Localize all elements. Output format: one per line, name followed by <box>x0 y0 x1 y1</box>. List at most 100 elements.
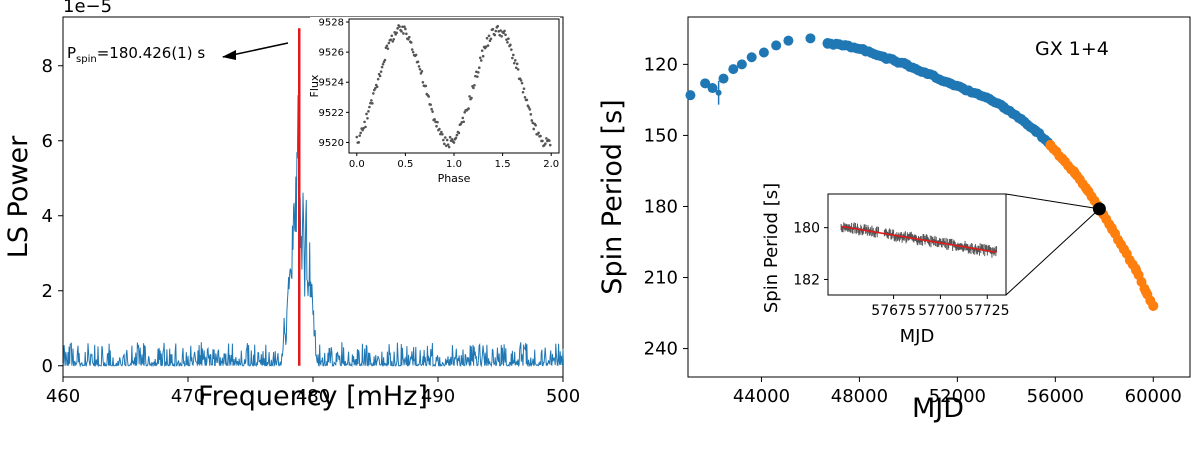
phase-point <box>414 53 418 57</box>
phase-point <box>462 120 466 124</box>
phase-point <box>476 75 479 78</box>
right-x-tick-label: 56000 <box>1027 386 1084 407</box>
phase-point <box>450 137 454 141</box>
phase-point <box>404 27 407 31</box>
phase-point <box>378 74 382 78</box>
phase-point <box>436 120 439 124</box>
phase-point <box>434 120 437 124</box>
ls-power-line <box>62 95 564 368</box>
phase-point <box>455 133 459 137</box>
spin-period-point <box>771 40 782 51</box>
phase-point <box>479 59 483 62</box>
phase-point <box>520 81 524 85</box>
phase-point <box>544 142 547 145</box>
phase-point <box>365 112 368 116</box>
phase-point <box>512 61 516 65</box>
phase-inset-points <box>355 24 552 149</box>
phase-point <box>402 32 405 35</box>
spin-period-point <box>685 90 696 101</box>
phase-x-tick-label: 0.0 <box>349 159 365 170</box>
phase-x-tick-label: 1.0 <box>446 159 462 170</box>
phase-point <box>528 108 532 111</box>
left-x-ticks: 460 470 480 490 500 <box>46 377 580 407</box>
right-x-tick-label: 52000 <box>929 386 986 407</box>
left-offset-text: 1e−5 <box>63 0 112 17</box>
phase-point <box>470 96 473 100</box>
phase-point <box>486 44 490 47</box>
right-y-tick-label: 120 <box>644 54 678 75</box>
phase-point <box>380 65 384 69</box>
phase-point <box>405 32 408 36</box>
mjd-inset-x-tick-label: 57725 <box>965 303 1010 319</box>
left-x-tick-label: 460 <box>46 386 80 407</box>
left-y-label: LS Power <box>3 135 34 258</box>
phase-point <box>381 63 385 66</box>
mjd-inset-background <box>750 170 1006 340</box>
phase-point <box>446 143 450 146</box>
spin-period-point <box>700 78 711 89</box>
phase-point <box>512 53 515 57</box>
spin-period-point <box>718 73 729 84</box>
phase-point <box>387 41 391 45</box>
phase-point <box>545 137 548 140</box>
phase-point <box>534 123 537 127</box>
phase-point <box>513 59 517 62</box>
phase-point <box>463 110 466 114</box>
phase-point <box>532 127 536 131</box>
spin-period-point <box>736 59 747 70</box>
phase-point <box>427 95 431 98</box>
right-x-tick-label: 44000 <box>733 386 790 407</box>
mjd-inset-frame <box>827 193 1007 296</box>
phase-inset-y-label: Flux <box>308 74 321 97</box>
spin-period-point <box>1148 300 1159 311</box>
phase-fold-inset: 0.0 0.5 1.0 1.5 2.0 9520 9522 9524 9526 9528 Pha… <box>308 17 560 195</box>
phase-y-tick-label: 9520 <box>319 138 344 149</box>
phase-point <box>522 87 526 90</box>
spin-period-point <box>728 64 739 75</box>
phase-point <box>418 67 422 71</box>
phase-point <box>443 136 447 139</box>
phase-point <box>507 37 510 40</box>
mjd-inset-y-ticks: 180 182 <box>793 221 828 288</box>
phase-point <box>439 132 442 136</box>
phase-point <box>503 29 506 33</box>
phase-x-tick-label: 2.0 <box>543 159 559 170</box>
phase-point <box>438 127 441 131</box>
phase-point <box>385 44 389 48</box>
phase-point <box>499 29 502 32</box>
left-x-label: Frequency [mHz] <box>198 381 428 412</box>
phase-y-tick-label: 9528 <box>319 18 344 29</box>
right-x-label: MJD <box>912 393 964 424</box>
spin-period-points <box>685 33 1159 311</box>
phase-point <box>539 134 542 138</box>
phase-point <box>454 136 458 140</box>
phase-point <box>389 38 393 41</box>
phase-point <box>498 33 501 37</box>
phase-point <box>430 107 433 111</box>
phase-point <box>357 141 361 144</box>
phase-point <box>452 141 456 144</box>
phase-point <box>369 101 372 105</box>
phase-point <box>433 118 436 121</box>
phase-point <box>364 125 367 129</box>
phase-point <box>519 79 523 82</box>
mjd-inset-fit-line <box>840 225 997 254</box>
phase-point <box>379 70 383 73</box>
phase-point <box>407 37 410 41</box>
phase-point <box>472 86 475 90</box>
phase-point <box>440 130 443 134</box>
mjd-inset-y-label: Spin Period [s] <box>761 183 782 313</box>
phase-point <box>392 37 396 41</box>
phase-point <box>547 139 551 142</box>
left-y-tick-label: 0 <box>42 356 53 377</box>
right-x-ticks: 44000 48000 52000 56000 60000 <box>733 377 1182 407</box>
zoom-connector-top <box>1005 193 1100 210</box>
phase-point <box>484 45 488 49</box>
phase-point <box>478 56 482 60</box>
phase-point <box>460 120 464 124</box>
phase-point <box>407 35 411 39</box>
spin-period-point <box>707 83 718 94</box>
phase-point <box>429 103 432 106</box>
phase-point <box>417 65 421 68</box>
mjd-inset-x-label: MJD <box>900 326 935 347</box>
